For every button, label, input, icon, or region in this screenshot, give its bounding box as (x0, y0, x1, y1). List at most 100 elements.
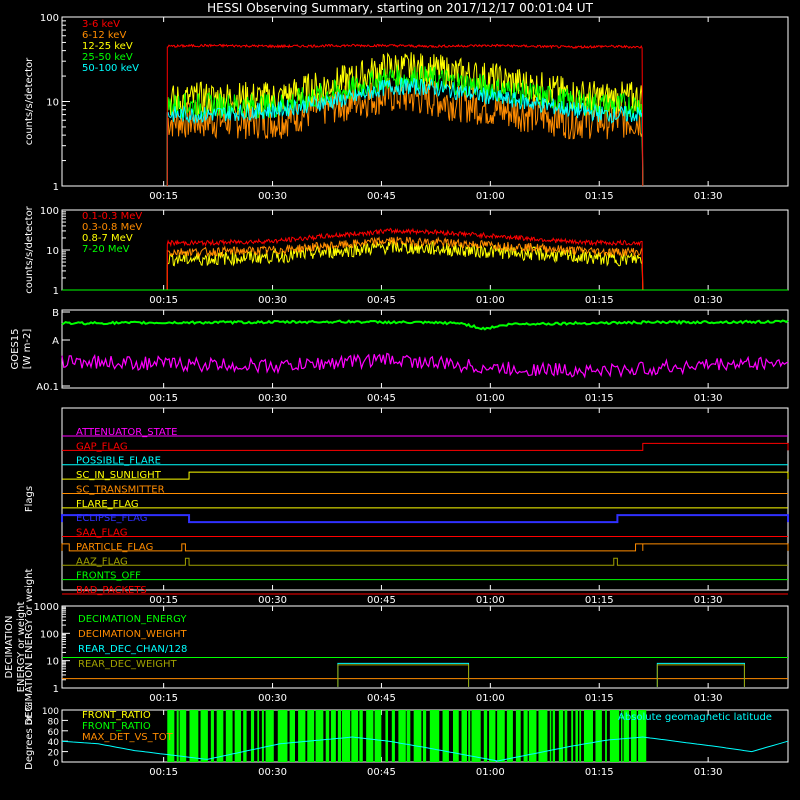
y-axis-label: Degrees or % (24, 702, 35, 770)
time-tick-label: 00:15 (149, 393, 178, 404)
y-tick-label: 100 (40, 13, 59, 24)
time-tick-label: 00:45 (367, 295, 396, 306)
front-ratio-bar (298, 710, 306, 762)
front-ratio-bar (605, 710, 607, 762)
front-ratio-bar (558, 710, 564, 762)
front-ratio-bar (623, 710, 630, 762)
legend-entry: FRONT_RATIO (82, 710, 151, 721)
legend-entry: 25-50 keV (82, 52, 133, 63)
time-tick-label: 01:00 (476, 595, 505, 606)
front-ratio-bar (277, 710, 288, 762)
front-ratio-bar (579, 710, 582, 762)
flag-line-particle_flag (61, 543, 789, 552)
front-ratio-bar (225, 710, 233, 762)
time-tick-label: 01:00 (476, 693, 505, 704)
front-ratio-bar (307, 710, 315, 762)
series-window-REAR_DEC_CHAN/128 (337, 662, 470, 687)
flag-label: AAZ_FLAG (76, 556, 128, 567)
front-ratio-bar (442, 710, 449, 762)
front-ratio-bar (398, 710, 406, 762)
front-ratio-bar (489, 710, 496, 762)
y-axis-label: GOES15 (10, 328, 21, 369)
front-ratio-bar (630, 710, 637, 762)
time-tick-label: 00:30 (258, 767, 287, 778)
front-ratio-bar (506, 710, 513, 762)
series-window-REAR_DEC_WEIGHT (656, 664, 745, 687)
y-tick-label: 40 (48, 738, 60, 748)
time-tick-label: 00:45 (367, 693, 396, 704)
y-tick-label: 1 (53, 684, 59, 695)
series-line-0.3-0.8 MeV (166, 236, 644, 291)
y-tick-label: 1 (53, 286, 59, 297)
front-ratio-bar (337, 710, 342, 762)
flag-label: ECLIPSE_FLAG (76, 513, 147, 524)
front-ratio-bar (483, 710, 488, 762)
time-tick-label: 01:30 (694, 191, 723, 202)
legend-entry: 6-12 keV (82, 30, 126, 41)
legend-entry: 0.3-0.8 MeV (82, 222, 142, 233)
geomagnetic-latitude-line (61, 736, 789, 762)
front-ratio-bar (515, 710, 521, 762)
flag-label: FLARE_FLAG (76, 499, 139, 510)
front-ratio-bar (549, 710, 552, 762)
series-line-GOES long (61, 319, 789, 331)
legend-entry: DECIMATION_WEIGHT (78, 629, 187, 640)
front-ratio-bar (461, 710, 467, 762)
flags-panel: 00:15 00:30 00:45 01:00 01:15 01:30 Flags ATTEN… (24, 407, 789, 606)
legend-entry: 50-100 keV (82, 63, 139, 74)
time-tick-label: 00:15 (149, 191, 178, 202)
front-ratio-bar (234, 710, 242, 762)
y-axis-label: DECIMATION (4, 615, 15, 678)
y-axis-label: ENERGY or weight (16, 602, 27, 693)
goes-frame (61, 309, 789, 389)
y-tick-label: 100 (40, 206, 59, 217)
legend-entry: MAX_DET_VS_TOT (82, 732, 174, 743)
front-ratio-bar (179, 710, 187, 762)
y-tick-label: B (52, 308, 59, 319)
series-line-0.1-0.3 MeV (166, 227, 644, 291)
front-ratio-bar (595, 710, 602, 762)
y-tick-label: 0 (53, 759, 59, 769)
flag-line-eclipse_flag (61, 514, 789, 524)
time-tick-label: 00:15 (149, 767, 178, 778)
time-tick-label: 00:30 (258, 191, 287, 202)
front-ratio-bar (552, 710, 556, 762)
legend-entry: 3-6 keV (82, 19, 120, 30)
series-line-GOES short (61, 352, 789, 379)
y-tick-label: 60 (48, 728, 60, 738)
time-tick-label: 01:15 (585, 595, 614, 606)
front-ratio-bar (638, 710, 647, 762)
front-ratio-bar (200, 710, 208, 762)
front-ratio-bar (471, 710, 481, 762)
front-ratio-bar (575, 710, 578, 762)
front-ratio-bar (189, 710, 199, 762)
y-tick-label: 10 (46, 98, 59, 109)
time-tick-label: 01:00 (476, 191, 505, 202)
flag-label: GAP_FLAG (76, 441, 128, 452)
time-tick-label: 00:15 (149, 693, 178, 704)
front-ratio-bar (391, 710, 395, 762)
y-axis-label: DECIMATION ENERGY or weight (24, 568, 35, 725)
front-ratio-bar (351, 710, 359, 762)
front-ratio-bar (250, 710, 255, 762)
front-ratio-bar (528, 710, 537, 762)
flag-label: POSSIBLE_FLARE (76, 456, 161, 467)
y-tick-label: 100 (40, 629, 59, 640)
front-ratio-bar (452, 710, 459, 762)
front-ratio-bar (210, 710, 214, 762)
front-ratio-bar (261, 710, 264, 762)
legend-entry: 0.1-0.3 MeV (82, 211, 142, 222)
low-energy-panel: 00:15 00:30 00:45 01:00 01:15 01:30 counts/s/d… (24, 13, 789, 202)
flag-label: ATTENUATOR_STATE (76, 427, 177, 438)
legend-entry: FRONT_RATIO (82, 721, 151, 732)
front-ratio-bar (413, 710, 422, 762)
flag-label: SC_TRANSMITTER (76, 484, 165, 495)
time-tick-label: 00:45 (367, 191, 396, 202)
time-tick-label: 00:15 (149, 295, 178, 306)
front-ratio-bar (257, 710, 260, 762)
time-tick-label: 01:00 (476, 393, 505, 404)
time-tick-label: 01:00 (476, 295, 505, 306)
y-tick-label: 10 (46, 246, 59, 257)
time-tick-label: 01:30 (694, 595, 723, 606)
